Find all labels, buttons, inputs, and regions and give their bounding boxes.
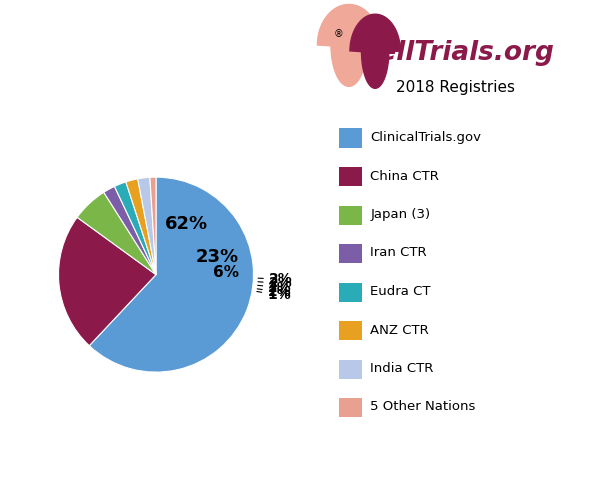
Text: Eudra CT: Eudra CT bbox=[370, 285, 431, 298]
Wedge shape bbox=[115, 182, 156, 274]
Wedge shape bbox=[126, 179, 156, 274]
Text: China CTR: China CTR bbox=[370, 170, 439, 182]
Text: India CTR: India CTR bbox=[370, 362, 434, 375]
Wedge shape bbox=[77, 192, 156, 274]
Text: CellTrials.org: CellTrials.org bbox=[359, 40, 553, 66]
Text: ANZ CTR: ANZ CTR bbox=[370, 324, 429, 336]
Text: 2%: 2% bbox=[258, 272, 293, 286]
Text: 23%: 23% bbox=[195, 248, 238, 266]
Text: 2%: 2% bbox=[257, 280, 292, 294]
Polygon shape bbox=[350, 14, 400, 88]
Wedge shape bbox=[59, 218, 156, 346]
Wedge shape bbox=[138, 178, 156, 274]
Text: 2018 Registries: 2018 Registries bbox=[397, 80, 515, 95]
Text: ®: ® bbox=[334, 29, 344, 39]
Text: 62%: 62% bbox=[164, 216, 208, 234]
Wedge shape bbox=[89, 177, 253, 372]
Polygon shape bbox=[317, 4, 380, 86]
Text: 2%: 2% bbox=[258, 276, 292, 290]
Text: 6%: 6% bbox=[213, 264, 239, 280]
Text: Japan (3): Japan (3) bbox=[370, 208, 430, 221]
Text: 2%: 2% bbox=[257, 285, 292, 299]
Text: 1%: 1% bbox=[257, 288, 291, 302]
Text: ClinicalTrials.gov: ClinicalTrials.gov bbox=[370, 131, 481, 144]
Text: 5 Other Nations: 5 Other Nations bbox=[370, 400, 476, 413]
Text: Iran CTR: Iran CTR bbox=[370, 246, 427, 260]
Wedge shape bbox=[104, 186, 156, 274]
Wedge shape bbox=[150, 177, 156, 274]
